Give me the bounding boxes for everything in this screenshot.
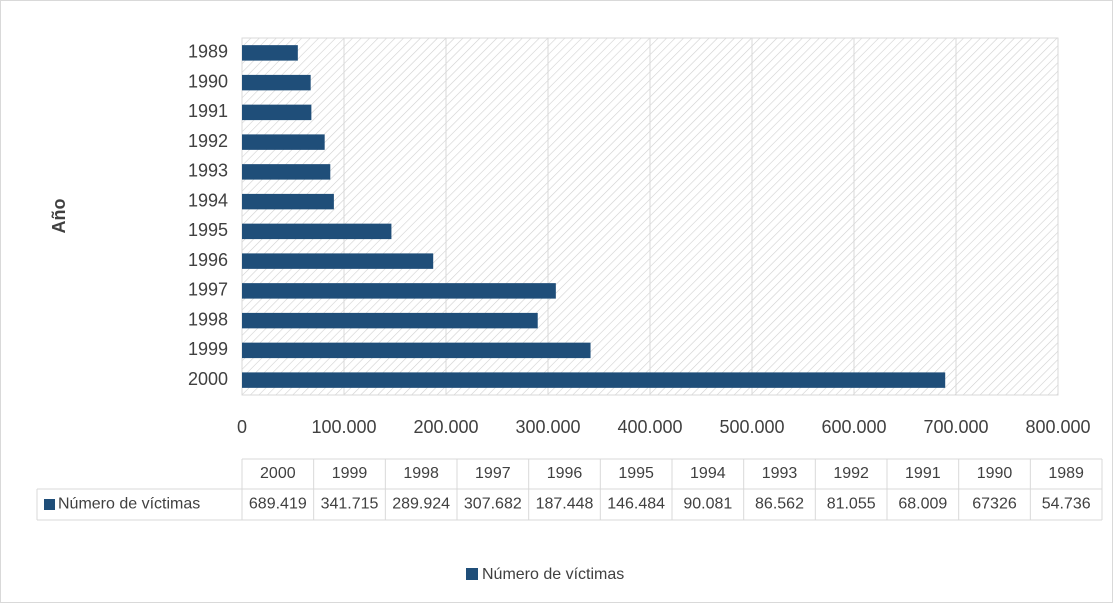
y-tick-label: 1991: [188, 101, 228, 121]
table-header: 1991: [905, 465, 941, 482]
bar: [242, 223, 392, 240]
bar: [242, 45, 298, 61]
table-header: 1998: [403, 465, 439, 482]
y-tick-label: 1998: [188, 309, 228, 329]
y-tick-label: 1999: [188, 339, 228, 359]
table-value: 307.682: [464, 496, 522, 513]
table-value: 67326: [972, 496, 1017, 513]
legend-key: [466, 568, 478, 580]
table-value: 146.484: [607, 496, 665, 513]
bar: [242, 342, 591, 359]
table-value: 81.055: [827, 496, 876, 513]
table-value: 90.081: [683, 496, 732, 513]
x-tick-label: 800.000: [1025, 417, 1090, 437]
legend-label: Número de víctimas: [482, 566, 624, 583]
table-value: 289.924: [392, 496, 450, 513]
table-row-label: Número de víctimas: [58, 496, 200, 513]
y-tick-label: 2000: [188, 369, 228, 389]
x-tick-label: 400.000: [617, 417, 682, 437]
y-tick-label: 1996: [188, 250, 228, 270]
y-tick-label: 1994: [188, 190, 228, 210]
y-tick-label: 1997: [188, 280, 228, 300]
table-header: 1992: [833, 465, 869, 482]
y-tick-label: 1993: [188, 161, 228, 181]
bar: [242, 193, 334, 210]
bar: [242, 134, 325, 150]
x-tick-label: 0: [237, 417, 247, 437]
table-value: 54.736: [1042, 496, 1091, 513]
y-tick-label: 1989: [188, 42, 228, 62]
y-tick-label: 1992: [188, 131, 228, 151]
x-tick-label: 700.000: [923, 417, 988, 437]
x-tick-label: 600.000: [821, 417, 886, 437]
x-tick-label: 200.000: [413, 417, 478, 437]
bar: [242, 312, 538, 329]
table-value: 86.562: [755, 496, 804, 513]
bar: [242, 104, 312, 121]
table-header: 1993: [762, 465, 798, 482]
bar: [242, 164, 331, 180]
table-header: 1995: [618, 465, 654, 482]
bar: [242, 372, 946, 388]
table-header: 1990: [977, 465, 1013, 482]
table-header: 1989: [1048, 465, 1084, 482]
table-header: 1996: [547, 465, 583, 482]
table-value: 689.419: [249, 496, 307, 513]
bar: [242, 74, 311, 91]
table-header: 1999: [332, 465, 368, 482]
x-tick-label: 100.000: [311, 417, 376, 437]
y-tick-label: 1990: [188, 71, 228, 91]
bar: [242, 283, 556, 299]
table-header: 1994: [690, 465, 726, 482]
table-header: 2000: [260, 465, 296, 482]
x-tick-label: 300.000: [515, 417, 580, 437]
legend-key: [44, 499, 55, 510]
x-tick-label: 500.000: [719, 417, 784, 437]
table-value: 341.715: [321, 496, 379, 513]
table-value: 68.009: [898, 496, 947, 513]
bar: [242, 253, 434, 269]
y-tick-label: 1995: [188, 220, 228, 240]
table-header: 1997: [475, 465, 511, 482]
table-value: 187.448: [536, 496, 594, 513]
y-axis-label: Año: [49, 199, 69, 234]
